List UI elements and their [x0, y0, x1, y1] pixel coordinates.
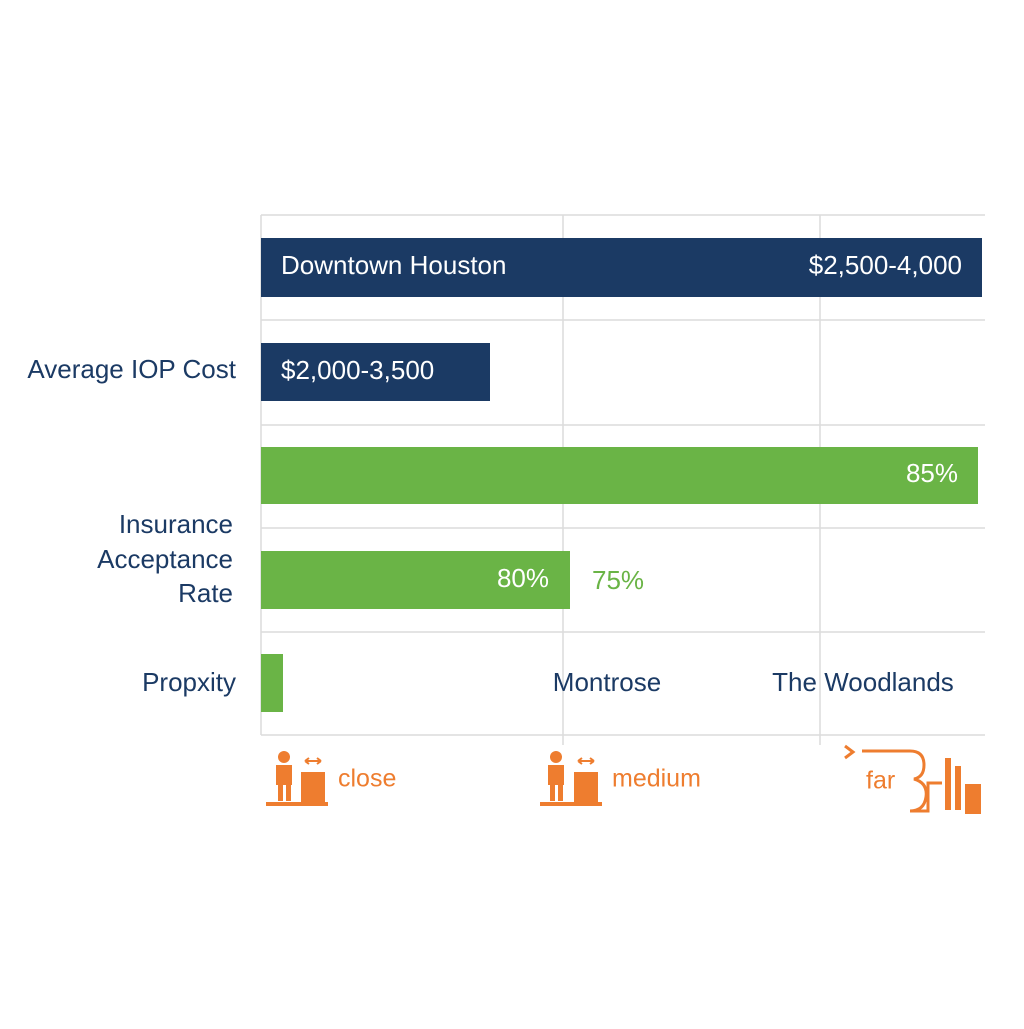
grid	[260, 214, 985, 745]
bar-label: Downtown Houston	[281, 250, 506, 280]
row-label: Average IOP Cost	[27, 354, 236, 384]
value-label: $2,500-4,000	[809, 250, 962, 280]
bar	[261, 551, 570, 609]
row-label: Rate	[178, 578, 233, 608]
location-label: Montrose	[553, 667, 661, 697]
legend-label: close	[338, 765, 396, 793]
value-label: $2,000-3,500	[281, 355, 434, 385]
icon-medium	[540, 751, 602, 806]
row-label: Insurance	[119, 509, 233, 539]
bar	[261, 654, 283, 712]
icon-close	[266, 751, 328, 806]
icon-far	[844, 744, 981, 814]
legend-label: far	[866, 767, 895, 795]
location-label: The Woodlands	[772, 667, 954, 697]
legend-label: medium	[612, 765, 701, 793]
bar	[261, 238, 982, 297]
value-label: 85%	[906, 458, 958, 488]
bar	[261, 447, 978, 504]
row-label: Acceptance	[97, 544, 233, 574]
value-label: 75%	[592, 565, 644, 595]
bar	[261, 343, 490, 401]
value-label: 80%	[497, 563, 549, 593]
row-label: Propxity	[142, 667, 236, 697]
